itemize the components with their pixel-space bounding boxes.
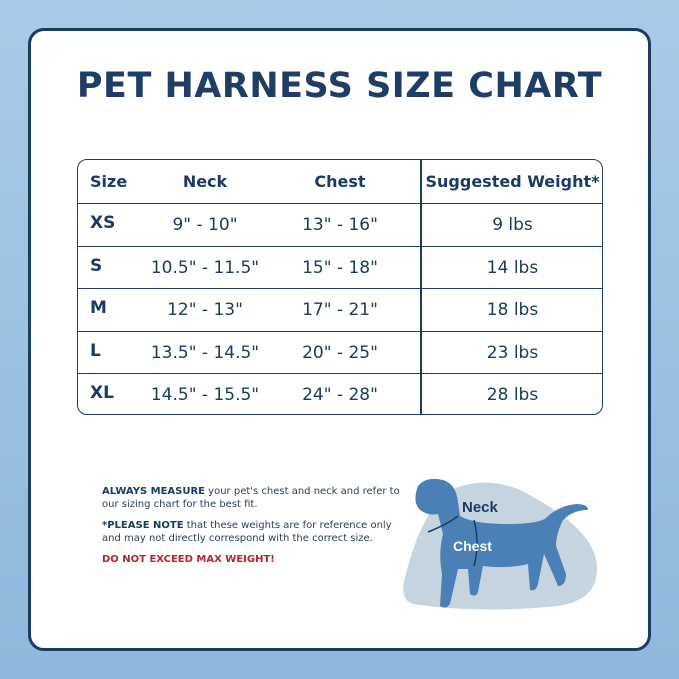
cell-chest: 17" - 21" [302, 300, 378, 320]
cell-neck: 10.5" - 11.5" [150, 258, 260, 278]
cell-size: M [90, 298, 107, 318]
dog-measurement-diagram: Neck Chest [403, 478, 597, 610]
cell-weight: 28 lbs [486, 385, 539, 405]
cell-weight: 23 lbs [486, 343, 539, 363]
cell-neck: 9" - 10" [172, 215, 238, 235]
table-row: M 12" - 13" 17" - 21" 18 lbs [78, 288, 602, 331]
cell-weight: 14 lbs [486, 258, 539, 278]
note-text: that these weights are for reference onl… [102, 520, 392, 544]
measure-bold: ALWAYS MEASURE [102, 486, 205, 497]
cell-size: S [90, 256, 103, 276]
header-neck: Neck [182, 172, 228, 191]
cell-size: L [90, 341, 101, 361]
header-chest: Chest [314, 172, 366, 191]
header-size: Size [90, 172, 128, 191]
cell-neck: 13.5" - 14.5" [150, 343, 260, 363]
cell-size: XL [90, 383, 114, 403]
cell-chest: 15" - 18" [302, 258, 378, 278]
dog-icon [415, 478, 588, 608]
chest-label: Chest [453, 538, 492, 554]
cell-neck: 12" - 13" [167, 300, 243, 320]
neck-measure-line [427, 515, 459, 533]
size-table: Size Neck Chest Suggested Weight* XS 9" -… [77, 159, 603, 415]
table-row: XS 9" - 10" 13" - 16" 9 lbs [78, 203, 602, 246]
notes: ALWAYS MEASURE your pet's chest and neck… [102, 485, 402, 574]
cell-chest: 20" - 25" [302, 343, 378, 363]
measure-text: your pet's chest and neck and refer to o… [102, 486, 400, 510]
please-note: *PLEASE NOTE that these weights are for … [102, 519, 402, 545]
cell-size: XS [90, 213, 116, 233]
neck-label: Neck [462, 499, 499, 516]
weight-warning: DO NOT EXCEED MAX WEIGHT! [102, 554, 275, 565]
note-bold: *PLEASE NOTE [102, 520, 184, 531]
cell-chest: 13" - 16" [302, 215, 378, 235]
table-header-row: Size Neck Chest Suggested Weight* [78, 160, 602, 203]
cell-neck: 14.5" - 15.5" [150, 385, 260, 405]
table-row: L 13.5" - 14.5" 20" - 25" 23 lbs [78, 331, 602, 374]
column-divider [420, 160, 422, 414]
measure-note: ALWAYS MEASURE your pet's chest and neck… [102, 485, 402, 511]
table-row: XL 14.5" - 15.5" 24" - 28" 28 lbs [78, 373, 602, 414]
table-row: S 10.5" - 11.5" 15" - 18" 14 lbs [78, 246, 602, 289]
chest-measure-line [473, 519, 478, 567]
cell-weight: 9 lbs [492, 215, 533, 235]
header-weight: Suggested Weight* [425, 172, 600, 191]
cell-weight: 18 lbs [486, 300, 539, 320]
cell-chest: 24" - 28" [302, 385, 378, 405]
page-title: PET HARNESS SIZE CHART [76, 66, 603, 106]
